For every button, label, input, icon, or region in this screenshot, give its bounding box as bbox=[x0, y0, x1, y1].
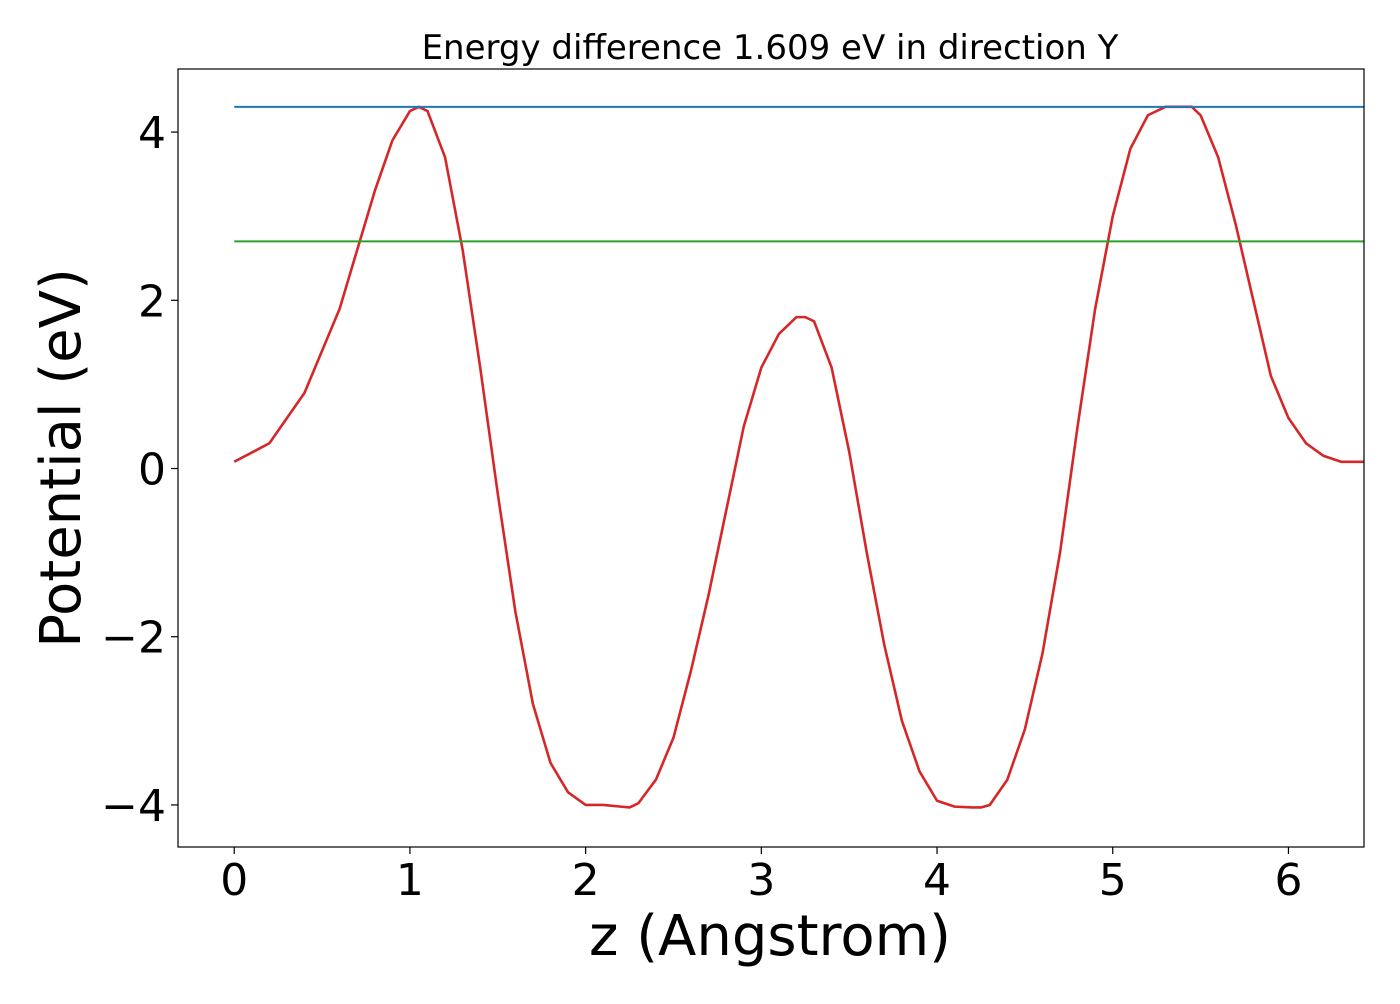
y-axis-ticks: −4 −2 0 2 4 bbox=[101, 108, 178, 832]
chart-title: Energy difference 1.609 eV in direction … bbox=[422, 28, 1119, 68]
y-tick-label: −2 bbox=[101, 613, 166, 664]
x-tick-label: 1 bbox=[396, 855, 424, 906]
x-tick-label: 6 bbox=[1274, 855, 1302, 906]
x-tick-label: 5 bbox=[1099, 855, 1127, 906]
y-tick-label: 4 bbox=[138, 108, 166, 159]
x-tick-label: 4 bbox=[923, 855, 951, 906]
plot-lines bbox=[233, 105, 1364, 809]
y-axis-label: Potential (eV) bbox=[29, 268, 94, 648]
y-tick-label: 2 bbox=[138, 276, 166, 327]
x-tick-label: 2 bbox=[572, 855, 600, 906]
x-tick-label: 0 bbox=[220, 855, 248, 906]
series-line-0 bbox=[233, 105, 1364, 809]
y-tick-label: 0 bbox=[138, 445, 166, 496]
x-tick-label: 3 bbox=[747, 855, 775, 906]
x-axis-ticks: 0 1 2 3 4 5 6 bbox=[220, 847, 1302, 906]
plot-frame bbox=[177, 68, 1365, 848]
y-tick-label: −4 bbox=[101, 781, 166, 832]
x-axis-label: z (Angstrom) bbox=[589, 904, 951, 969]
